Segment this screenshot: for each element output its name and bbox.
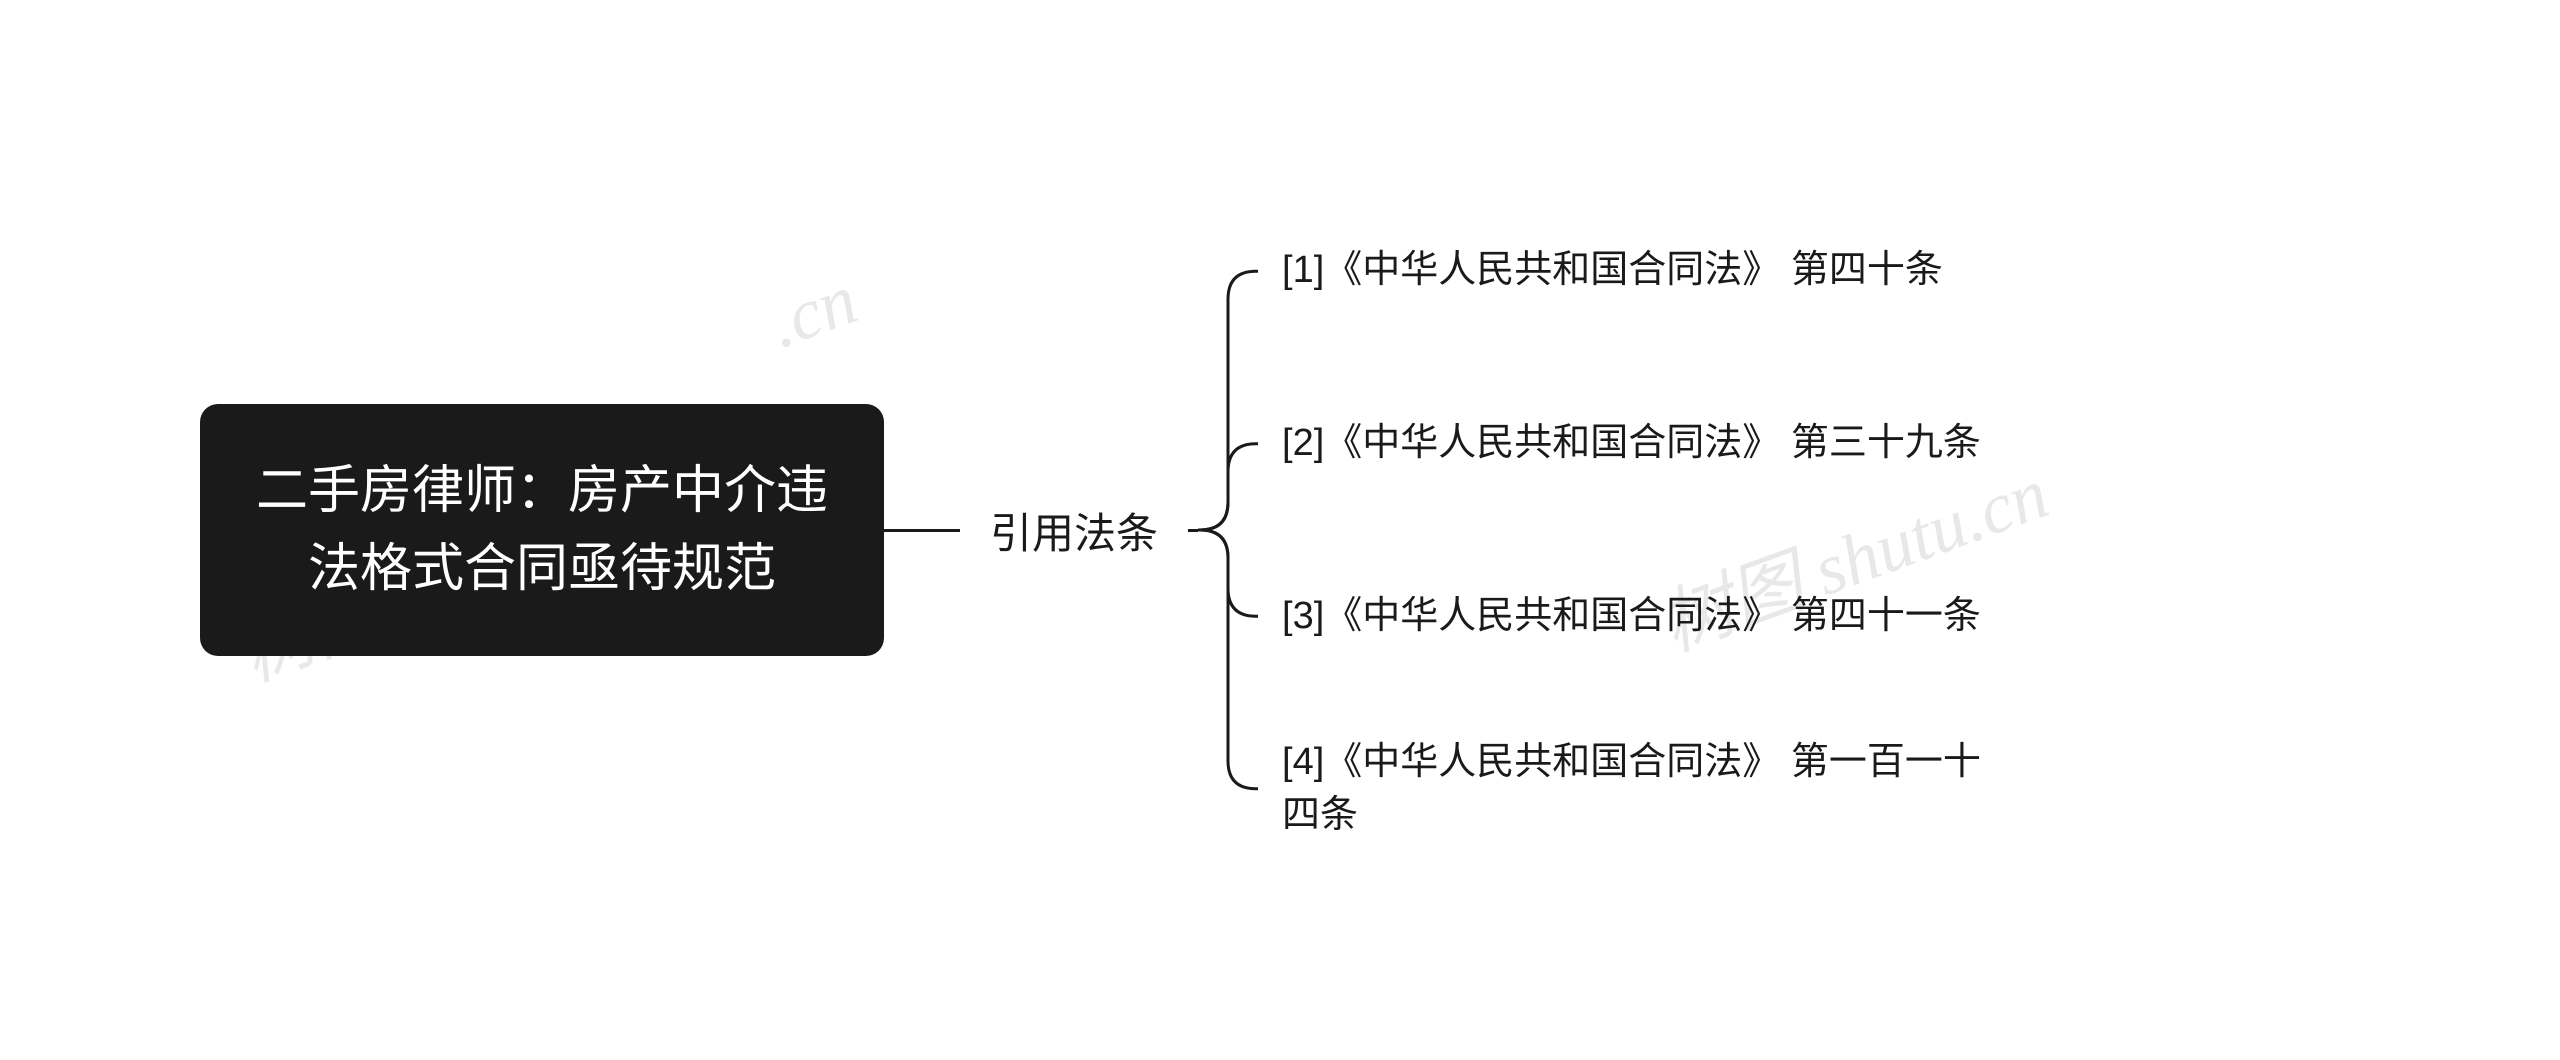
connector-l1-to-bracket (1188, 529, 1198, 532)
level1-node: 引用法条 (960, 480, 1188, 581)
leaf-node: [2]《中华人民共和国合同法》 第三十九条 (1258, 358, 2038, 530)
bracket-shape (1198, 185, 1258, 875)
leaves-container: [1]《中华人民共和国合同法》 第四十条 [2]《中华人民共和国合同法》 第三十… (1258, 185, 2038, 875)
bracket-group: [1]《中华人民共和国合同法》 第四十条 [2]《中华人民共和国合同法》 第三十… (1198, 185, 2038, 875)
leaf-node: [3]《中华人民共和国合同法》 第四十一条 (1258, 530, 2038, 702)
root-line1: 二手房律师：房产中介违 (256, 452, 828, 530)
leaf-node: [1]《中华人民共和国合同法》 第四十条 (1258, 185, 2038, 357)
root-line2: 法格式合同亟待规范 (256, 530, 828, 608)
connector-root-to-l1 (884, 529, 960, 532)
mindmap-container: 二手房律师：房产中介违 法格式合同亟待规范 引用法条 [1]《中华人民共和国合同… (0, 0, 2560, 1060)
leaf-node: [4]《中华人民共和国合同法》 第一百一十四条 (1258, 703, 2038, 875)
root-node: 二手房律师：房产中介违 法格式合同亟待规范 (200, 404, 884, 656)
